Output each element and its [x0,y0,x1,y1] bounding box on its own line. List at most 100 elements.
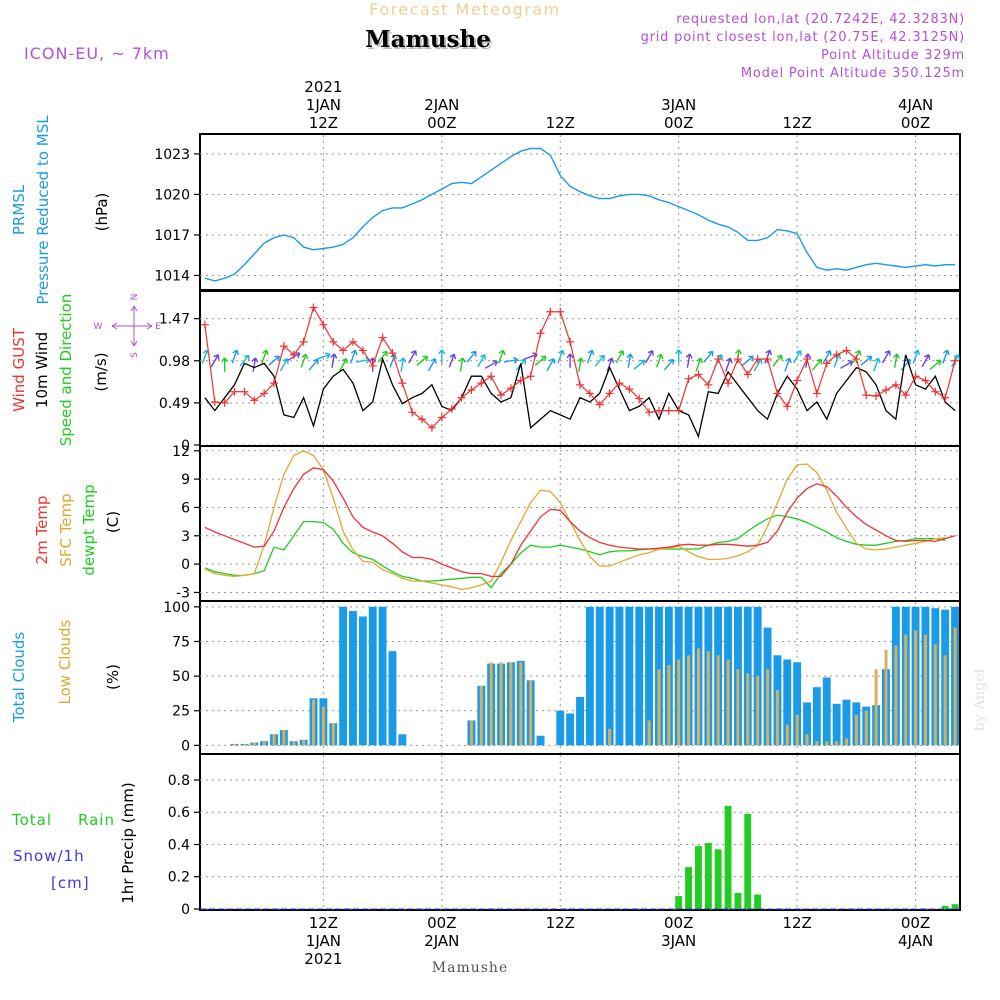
y-axis-ticks: -3 0 3 6 9 12 [172,444,200,601]
total-cloud-bar [398,734,407,746]
gust-marker [733,355,742,364]
wind-arrow [655,353,664,368]
top-time-label: 12Z [782,114,811,132]
panel-grid [200,447,960,600]
wind-arrow [586,349,595,364]
low-cloud-bar [608,728,612,746]
wind-arrow [268,355,281,366]
total-cloud-bar [358,616,367,746]
compass-s: S [130,352,140,358]
bottom-time-label: 12Z [782,914,811,932]
y-tick-label: 12 [172,444,190,460]
gust-marker [714,355,723,364]
y-tick-label: 1020 [154,187,190,203]
rain-bar [754,894,762,909]
total-cloud-bar [645,606,653,746]
gust-marker [418,415,427,424]
wind-arrow-shape [566,353,574,368]
wind-arrow [792,350,802,364]
panel-unit: (C) [104,511,122,533]
gust-marker [664,406,673,415]
wind-arrow [427,358,437,372]
low-cloud-bar [904,634,908,746]
wind-arrow [929,359,942,370]
wind-arrow-shape [377,350,388,363]
wind-arrow [615,350,625,364]
dewpoint-line [204,514,946,589]
gust-marker [487,372,496,381]
gust-marker [437,413,446,422]
gust-marker [536,329,545,338]
low-cloud-bar [489,662,493,746]
gust-marker [743,370,752,379]
panel-frame [199,445,961,602]
watermark: by Angel [972,668,988,731]
gust-marker [447,404,456,413]
wind-arrow-shape [279,358,289,372]
info-line: requested lon,lat (20.7242E, 42.3283N) [676,12,965,27]
y-tick-label: 9 [181,472,190,488]
chart-subtitle: Forecast Meteogram [369,0,560,19]
low-cloud-bar [864,710,868,746]
total-cloud-bar [339,606,348,746]
wind-arrow-shape [892,353,900,368]
wind-arrow-shape [586,349,595,364]
wind-arrow-shape [308,358,319,371]
low-cloud-bar [854,714,858,746]
wind-arrow-shape [615,350,625,364]
compass-w: W [94,322,103,332]
wind-arrow [881,350,891,364]
rain-bar [744,813,752,909]
panel-label-direction: Speed and Direction [57,294,75,447]
gust-marker [842,346,851,355]
temperature-panel: -3 0 3 6 9 12 2m Temp SFC Temp dewpt Temp (C) [33,444,961,602]
low-cloud-bar [746,673,750,746]
wind-arrow-shape [497,349,506,364]
panel-unit: (%) [104,664,122,690]
wind-arrow [685,353,693,368]
wind-arrow-shape [503,356,519,364]
total-cloud-bar [536,735,545,746]
top-time-label: 00Z [664,114,693,132]
top-time-label: 00Z [427,114,456,132]
top-time-label: 1JAN [306,96,341,114]
y-tick-label: -3 [176,585,190,601]
gust-marker [319,320,328,329]
gust-marker [220,398,229,407]
total-cloud-bar [812,687,821,746]
total-cloud-bar [566,713,575,746]
total-cloud-bar [822,677,831,746]
top-time-label: 12Z [309,114,338,132]
bottom-time-label: 00Z [427,914,456,932]
wind-arrow-shape [626,353,634,368]
y-axis-ticks: 1014 1017 1020 1023 [154,147,200,284]
wind-arrow-shape [873,357,881,372]
gust-marker [793,376,802,385]
low-cloud-bar [845,738,848,746]
wind-arrow [784,357,792,372]
bottom-time-label: 3JAN [661,932,696,950]
wind-arrow [338,358,348,372]
wind-arrow-shape [784,357,792,372]
info-line: grid point closest lon,lat (20.75E, 42.3… [641,30,965,45]
bottom-time-label: 2JAN [424,932,459,950]
panel-frame [199,133,961,291]
wind-arrow [860,355,873,366]
wind-arrow-shape [606,357,615,372]
low-cloud-bar [775,690,779,746]
low-cloud-bar [924,634,927,746]
top-time-label: 00Z [901,114,930,132]
wind-arrow [921,354,931,368]
low-cloud-bar [933,644,937,746]
wind-arrow [261,349,269,364]
y-tick-label: 100 [163,600,190,616]
total-cloud-bar [753,606,762,746]
panel-label-low: Low Clouds [56,619,74,704]
wind-arrow-shape [663,358,674,371]
bottom-time-label: 00Z [901,914,930,932]
wind-arrow [822,350,832,364]
wind-arrow [594,354,605,367]
wind-arrow [557,349,565,364]
wind-arrow-shape [268,355,281,366]
